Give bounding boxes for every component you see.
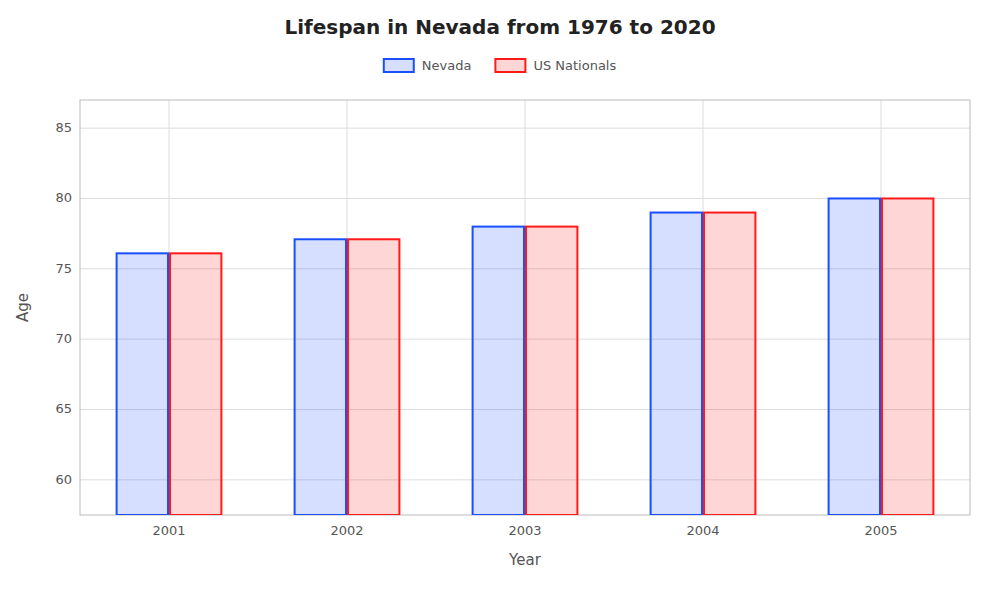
bar (882, 198, 933, 515)
x-tick-label: 2003 (508, 523, 541, 538)
y-tick-label: 70 (55, 331, 72, 346)
legend-item: Nevada (384, 58, 472, 73)
bar (348, 239, 399, 515)
bars (117, 198, 934, 515)
bar (704, 213, 755, 515)
y-tick-label: 80 (55, 190, 72, 205)
y-tick-label: 60 (55, 472, 72, 487)
x-tick-label: 2004 (686, 523, 719, 538)
chart-svg: 60 65 70 75 80 85 2001 2002 2003 2004 2005 Year Age L… (0, 0, 1000, 600)
bar (170, 253, 221, 515)
plot-frame (80, 100, 970, 515)
legend-label: Nevada (422, 58, 472, 73)
bar (829, 198, 880, 515)
bar (473, 227, 524, 515)
y-tick-label: 75 (55, 261, 72, 276)
x-tick-label: 2001 (152, 523, 185, 538)
bar (117, 253, 168, 515)
legend-label: US Nationals (533, 58, 616, 73)
legend-swatch (384, 59, 414, 72)
grid (80, 100, 970, 515)
legend-swatch (495, 59, 525, 72)
x-tick-label: 2005 (864, 523, 897, 538)
legend-item: US Nationals (495, 58, 616, 73)
y-tick-label: 65 (55, 401, 72, 416)
axes: 60 65 70 75 80 85 2001 2002 2003 2004 2005 (55, 120, 897, 538)
y-axis-label: Age (14, 293, 32, 322)
bar (651, 213, 702, 515)
x-tick-label: 2002 (330, 523, 363, 538)
y-tick-label: 85 (55, 120, 72, 135)
chart-title: Lifespan in Nevada from 1976 to 2020 (284, 15, 715, 39)
legend: Nevada US Nationals (384, 58, 617, 73)
bar (295, 239, 346, 515)
chart-container: 60 65 70 75 80 85 2001 2002 2003 2004 2005 Year Age L… (0, 0, 1000, 600)
x-axis-label: Year (508, 551, 542, 569)
bar (526, 227, 577, 515)
